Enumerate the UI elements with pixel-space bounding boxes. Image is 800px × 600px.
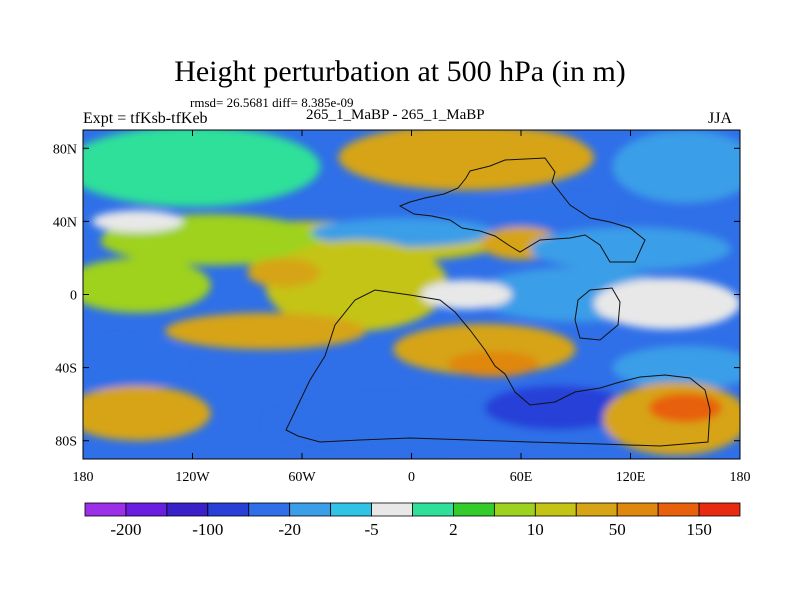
- colorbar-swatch-4: [248, 502, 291, 517]
- y-tick-label-4: 80S: [55, 435, 77, 450]
- x-tick-label-1: 120W: [175, 470, 210, 485]
- x-tick-label-5: 120E: [616, 470, 646, 485]
- y-axis: 80N 40N 0 40S 80S: [53, 142, 740, 450]
- colorbar-swatch-15: [698, 502, 741, 517]
- field-region-3: [612, 130, 740, 204]
- y-tick-label-3: 40S: [55, 362, 77, 377]
- continent-outline-north: [398, 157, 646, 263]
- field-region-7: [311, 217, 494, 247]
- x-tick-label-4: 60E: [510, 470, 533, 485]
- field-region-0: [83, 130, 321, 207]
- field-region-15: [594, 278, 740, 330]
- field-region-22: [83, 385, 211, 441]
- colorbar-label-5: 10: [527, 520, 544, 539]
- experiment-label: Expt = tfKsb-tfKeb: [83, 110, 208, 127]
- y-tick-label-2: 0: [70, 289, 77, 304]
- field-region-9: [530, 226, 731, 271]
- x-tick-label-0: 180: [73, 470, 94, 485]
- field-region-13: [247, 258, 321, 288]
- colorbar-label-3: -5: [365, 520, 379, 539]
- continent-outlines: [285, 157, 711, 447]
- colorbar-swatch-10: [493, 502, 536, 517]
- colorbar-swatch-14: [657, 502, 700, 517]
- field-region-11: [83, 258, 211, 313]
- colorbar-swatch-9: [453, 502, 495, 517]
- colorbar-swatch-5: [289, 502, 332, 517]
- y-tick-label-0: 80N: [53, 142, 77, 157]
- colorbar-swatch-8: [412, 502, 454, 517]
- colorbar-label-1: -100: [192, 520, 223, 539]
- colorbar-label-0: -200: [110, 520, 141, 539]
- x-tick-label-6: 180: [730, 470, 751, 485]
- colorbar-swatch-7: [371, 502, 413, 517]
- field-blobs: [83, 130, 740, 456]
- colorbar-label-4: 2: [449, 520, 458, 539]
- field-region-2: [338, 130, 595, 191]
- colorbar-label-7: 150: [686, 520, 712, 539]
- field-layer: [83, 130, 740, 456]
- field-region-18: [165, 312, 366, 350]
- field-region-26: [648, 393, 722, 423]
- colorbar-swatch-3: [207, 502, 250, 517]
- island-outline-east: [574, 287, 621, 341]
- field-region-17: [83, 338, 193, 390]
- chart-title: Height perturbation at 500 hPa (in m): [174, 55, 626, 88]
- rmsd-diff-label: rmsd= 26.5681 diff= 8.385e-09: [190, 95, 354, 110]
- colorbar-swatch-1: [125, 502, 168, 517]
- field-region-4: [466, 194, 613, 231]
- season-label: JJA: [708, 110, 733, 127]
- x-tick-label-3: 0: [408, 470, 415, 485]
- field-region-16: [420, 279, 512, 310]
- colorbar-label-6: 50: [609, 520, 626, 539]
- colorbar-label-2: -20: [278, 520, 301, 539]
- case-label: 265_1_MaBP - 265_1_MaBP: [306, 107, 485, 123]
- x-axis: 180 120W 60W 0 60E 120E 180: [73, 130, 751, 485]
- field-region-12: [265, 239, 449, 332]
- colorbar-swatch-0: [84, 502, 127, 517]
- x-tick-label-2: 60W: [288, 470, 316, 485]
- field-region-10: [92, 210, 184, 233]
- colorbar-swatch-11: [534, 502, 577, 517]
- field-region-21: [612, 345, 740, 390]
- y-tick-label-1: 40N: [53, 215, 77, 230]
- colorbar: -200 -100 -20 -5 2 10 50 150: [84, 502, 741, 539]
- colorbar-swatch-13: [616, 502, 659, 517]
- colorbar-swatch-2: [166, 502, 209, 517]
- colorbar-swatch-12: [575, 502, 618, 517]
- colorbar-swatch-6: [330, 502, 372, 517]
- continent-outline-south: [285, 289, 711, 447]
